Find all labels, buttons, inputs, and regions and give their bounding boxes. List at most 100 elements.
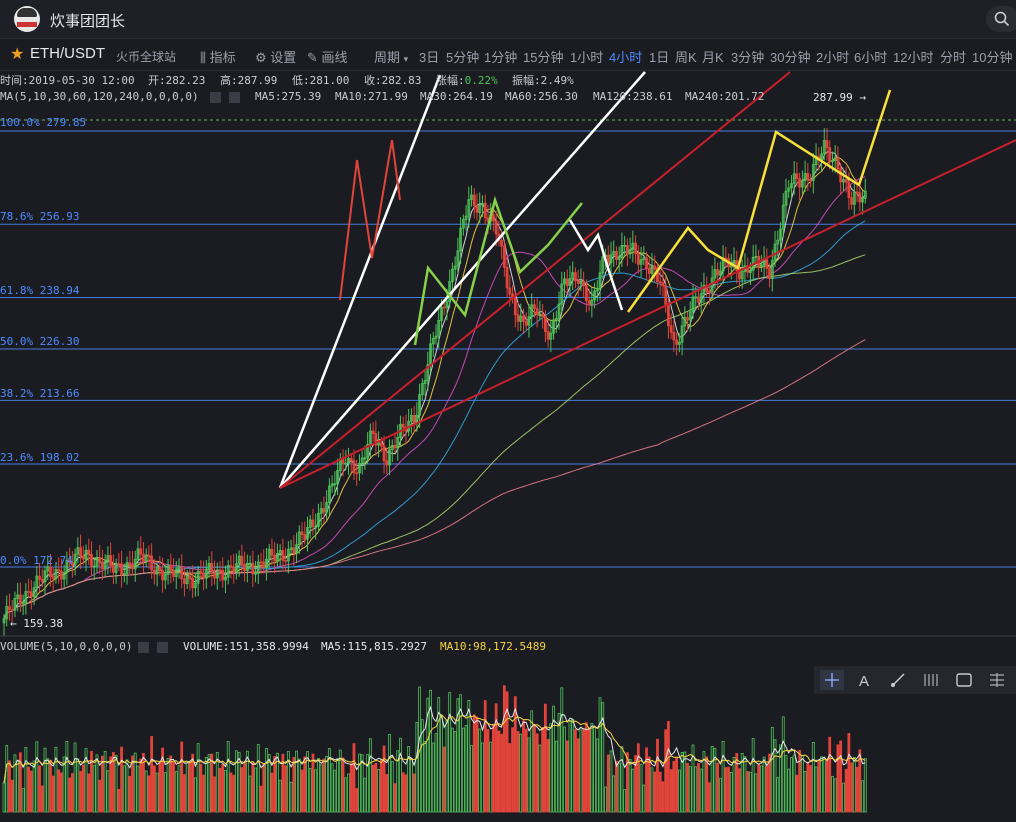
wave-green xyxy=(413,195,583,346)
volume-bar xyxy=(139,758,143,813)
volume-bar xyxy=(803,771,807,813)
candle-body xyxy=(8,606,11,611)
volume-bar xyxy=(207,754,211,813)
candle-body xyxy=(371,430,375,434)
ma30-value: MA30:264.19 xyxy=(420,90,493,103)
candle-body xyxy=(790,183,793,189)
period-tab-15[interactable]: 10分钟 xyxy=(972,50,1013,65)
ma-settings-icon[interactable] xyxy=(210,90,221,103)
columns-icon[interactable] xyxy=(919,670,943,690)
candle-body xyxy=(360,457,364,464)
text-icon[interactable]: A xyxy=(853,670,877,690)
volume-bar xyxy=(855,766,859,813)
symbol-name[interactable]: ETH/USDT xyxy=(30,45,105,62)
candle-body xyxy=(32,587,36,597)
volume-bar xyxy=(609,750,613,813)
search-button[interactable] xyxy=(986,6,1016,32)
period-tab-7[interactable]: 周K xyxy=(675,50,697,65)
menu-icon[interactable] xyxy=(985,670,1009,690)
candle-body xyxy=(841,179,845,183)
candle-body xyxy=(543,315,547,333)
volume-bar xyxy=(276,752,279,813)
period-tab-8[interactable]: 月K xyxy=(702,50,724,65)
candle-body xyxy=(125,562,129,574)
candle-body xyxy=(467,199,471,217)
draw-button[interactable]: ✎ 画线 xyxy=(307,50,348,65)
period-tab-13[interactable]: 12小时 xyxy=(893,50,934,65)
volume-bar xyxy=(836,744,840,813)
volume-bar xyxy=(625,752,629,813)
settings-button[interactable]: ⚙ 设置 xyxy=(255,50,297,65)
candle-body xyxy=(448,281,452,302)
volume-bar xyxy=(423,740,427,813)
candle-body xyxy=(612,251,616,256)
volume-close-icon[interactable] xyxy=(157,640,168,653)
period-tab-3[interactable]: 15分钟 xyxy=(523,50,564,65)
candle-body xyxy=(481,202,484,206)
period-tab-10[interactable]: 30分钟 xyxy=(770,50,811,65)
candle-body xyxy=(352,460,356,474)
candle-body xyxy=(344,462,348,465)
star-icon[interactable]: ★ xyxy=(10,46,25,63)
volume-legend: VOLUME(5,10,0,0,0,0) VOLUME:151,358.9994… xyxy=(0,640,1016,656)
volume-params[interactable]: VOLUME(5,10,0,0,0,0) xyxy=(0,640,133,653)
volume-bar xyxy=(727,766,730,813)
candle-body xyxy=(524,320,528,326)
volume-bar xyxy=(317,758,320,813)
period-tab-11[interactable]: 2小时 xyxy=(816,50,850,65)
volume-bar xyxy=(604,786,607,813)
candle-body xyxy=(284,559,288,562)
volume-bar xyxy=(814,766,818,813)
candle-body xyxy=(327,485,331,504)
volume-bar xyxy=(543,703,547,813)
volume-bar xyxy=(615,760,618,813)
gear-icon: ⚙ xyxy=(255,50,267,65)
period-tab-14[interactable]: 分时 xyxy=(940,50,967,65)
candle-body xyxy=(557,303,561,319)
volume-bar xyxy=(489,741,493,813)
volume-bar xyxy=(226,741,230,813)
close-info: 收:282.83 xyxy=(364,74,422,87)
period-tab-0[interactable]: 3日 xyxy=(419,50,440,65)
volume-bar xyxy=(472,714,476,813)
period-tab-4[interactable]: 1小时 xyxy=(570,50,604,65)
username[interactable]: 炊事团团长 xyxy=(50,13,126,30)
avatar[interactable] xyxy=(14,6,40,32)
volume-bar xyxy=(65,741,69,813)
period-tab-2[interactable]: 1分钟 xyxy=(484,50,518,65)
candle-body xyxy=(650,265,654,274)
volume-bar xyxy=(541,727,545,813)
period-tab-1[interactable]: 5分钟 xyxy=(446,50,480,65)
candle-body xyxy=(150,555,154,571)
brush-icon[interactable] xyxy=(886,670,910,690)
candle-body xyxy=(111,565,115,573)
indicator-button[interactable]: ⫼ 指标 xyxy=(200,50,236,65)
candle-body xyxy=(207,563,211,570)
candle-body xyxy=(199,570,203,574)
candle-body xyxy=(828,147,832,162)
candle-body xyxy=(519,315,523,322)
candle-body xyxy=(319,508,323,514)
candle-body xyxy=(456,250,460,267)
candle-body xyxy=(330,483,334,487)
candle-body xyxy=(292,547,296,554)
candle-body xyxy=(683,317,687,327)
candle-body xyxy=(472,194,476,206)
volume-settings-icon[interactable] xyxy=(138,640,149,653)
candle-body xyxy=(185,575,189,584)
rect-icon[interactable] xyxy=(952,670,976,690)
pencil-icon: ✎ xyxy=(307,50,318,65)
period-tab-6[interactable]: 1日 xyxy=(649,50,670,65)
ma-close-icon[interactable] xyxy=(229,90,240,103)
trendline-white xyxy=(279,71,646,489)
period-tab-9[interactable]: 3分钟 xyxy=(731,50,765,65)
ma-line-1 xyxy=(3,156,866,620)
volume-bar xyxy=(470,745,473,813)
candle-body xyxy=(795,173,799,180)
volume-bar xyxy=(606,754,610,813)
period-tab-5[interactable]: 4小时 xyxy=(609,50,643,65)
crosshair-icon[interactable] xyxy=(820,670,844,690)
period-tab-12[interactable]: 6小时 xyxy=(854,50,888,65)
ma-params[interactable]: MA(5,10,30,60,120,240,0,0,0,0) xyxy=(0,90,199,103)
